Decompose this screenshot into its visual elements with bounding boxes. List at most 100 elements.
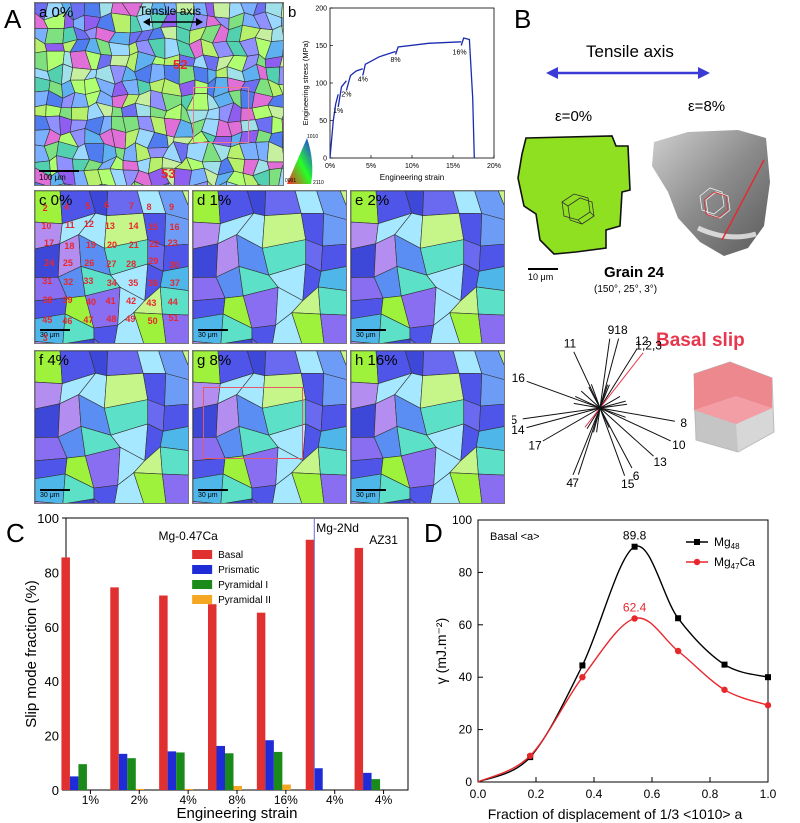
grain-cell (320, 243, 346, 272)
grain-number-label: 38 (42, 295, 53, 306)
chart-b-xlabel: Engineering strain (380, 173, 444, 182)
chart-d-ytick-label: 100 (452, 513, 472, 527)
peak-value-label: 62.4 (623, 601, 647, 615)
slip-trace-label: 1,2,3 (635, 339, 662, 353)
chart-b-ytick-label: 150 (315, 43, 327, 50)
chart-b-ytick-label: 50 (319, 118, 327, 125)
map-scale: 30 μm (356, 329, 386, 339)
ebsd-map-h: h 16% 30 μm (350, 350, 505, 504)
grain-number-label: 27 (106, 259, 117, 270)
grain-cell (114, 312, 144, 343)
bar-prismatic (118, 753, 128, 790)
chart-c-xlabel: Engineering strain (177, 805, 298, 822)
chart-d-xtick-label: 0.0 (470, 787, 487, 801)
ebsd-map-g: g 8% 30 μm (192, 350, 347, 504)
grain-cell (317, 446, 346, 476)
slip-trace-label: 10 (672, 438, 686, 452)
grain-cell (282, 147, 283, 154)
legend-label: Mg48 (714, 535, 740, 551)
gsfe-point (721, 661, 728, 668)
grain-cell (478, 473, 504, 503)
gsfe-point (721, 686, 728, 693)
chart-b-xtick-label: 0% (325, 163, 335, 170)
grain-number-label: 23 (167, 237, 178, 248)
grain-cell (280, 3, 283, 19)
slip-trace-line (588, 386, 633, 469)
legend-label: Basal (218, 550, 243, 561)
map-label: e 2% (355, 192, 390, 209)
grain-cell (182, 351, 188, 366)
grain-number-label: 41 (105, 296, 116, 307)
grain-24-title: Grain 24 (604, 264, 665, 281)
grain-cell (478, 243, 504, 272)
grain-cell (167, 182, 172, 185)
ebsd-map-f: f 4% 30 μm (34, 350, 189, 504)
chart-c-ylabel: Slip mode fraction (%) (23, 580, 40, 728)
grain-cell (474, 351, 504, 380)
grain-number-label: 26 (84, 257, 95, 268)
grain-cell (162, 403, 188, 432)
grain-24-euler-angles: (150°, 25°, 3°) (594, 284, 658, 295)
grain-cell (267, 78, 283, 98)
slip-trace-line (542, 396, 621, 442)
grain-cell (66, 338, 95, 343)
ebsd-grain-mosaic (193, 351, 346, 503)
chart-d-frame (477, 519, 769, 783)
map-label: d 1% (197, 192, 232, 209)
hcp-prism-basal-icon (693, 361, 775, 453)
grain-number-label: 17 (44, 237, 55, 248)
grain-number-label: 24 (44, 258, 55, 269)
grain-cell (251, 498, 258, 503)
slip-trace-label: 11 (564, 337, 577, 351)
chart-c-xtick-label: 2% (131, 793, 149, 807)
b-tensile-arrow (546, 67, 710, 79)
gsfe-point (675, 615, 682, 622)
grain-cell (98, 183, 103, 185)
zoom-region-box (193, 87, 249, 143)
bar-basal (256, 612, 266, 790)
grain-cell (480, 213, 504, 247)
chart-c-xtick-label: 4% (179, 793, 197, 807)
gsfe-point (764, 702, 772, 709)
grain-number-label: 33 (83, 275, 94, 286)
panel-letter-d: D (424, 518, 443, 548)
grain-cell (409, 498, 416, 503)
slip-trace-label: 4 (566, 476, 573, 490)
unit-cell-icon-deformed (699, 187, 731, 219)
grain-cell (114, 472, 144, 503)
grain-number-label: 3 (42, 332, 48, 343)
slip-trace-line (572, 384, 610, 475)
chart-d-xtick-label: 0.4 (586, 787, 603, 801)
ipf-key-0001: 0001 (285, 178, 296, 184)
ebsd-map-a: a 0% Tensile axis 52 53 100 μm (34, 2, 284, 186)
grain-number-label: 4 (64, 202, 70, 213)
map-scale-text: 30 μm (356, 492, 376, 499)
grain-cell (193, 501, 214, 503)
bar-pyramidal-ii (282, 784, 291, 790)
grain-cell (159, 286, 188, 316)
ipf-key-2110: 2110 (313, 180, 324, 186)
chart-d-xtick-label: 1.0 (760, 787, 777, 801)
grain-number-label: 2 (42, 202, 48, 213)
grain-cell (122, 160, 140, 171)
chart-c-xtick-label: 8% (228, 793, 246, 807)
grain-cell (382, 498, 411, 503)
grain-cell (320, 473, 346, 503)
slip-trace-line (586, 348, 638, 430)
grain-cell (133, 312, 167, 343)
bar-basal (110, 587, 119, 790)
grain-cell (279, 56, 283, 68)
chart-b-frame (329, 7, 495, 159)
b-tensile-axis-label: Tensile axis (586, 42, 674, 61)
grain-number-label: 37 (169, 278, 180, 289)
bar-pyramidal-i (371, 779, 381, 790)
grain-cell (252, 169, 270, 185)
panel-letter-b: B (514, 4, 532, 34)
grain-cell (278, 84, 283, 95)
stress-strain-segment (394, 41, 462, 55)
slip-trace-label: 8 (680, 416, 687, 430)
grain-cell (264, 191, 302, 217)
slip-trace-line (580, 390, 654, 457)
grain-cell (430, 472, 460, 503)
strain-annotation: 2% (341, 92, 351, 99)
